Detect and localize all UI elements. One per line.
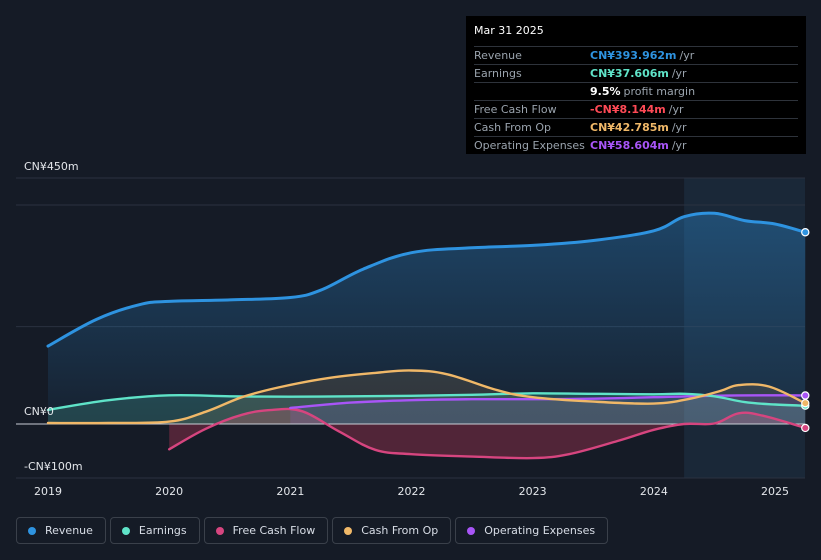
tooltip-revenue-value: CN¥393.962m bbox=[590, 49, 677, 62]
x-tick-label: 2019 bbox=[34, 485, 62, 498]
tooltip-cfo-value: CN¥42.785m bbox=[590, 121, 669, 134]
y-tick-label: -CN¥100m bbox=[24, 460, 83, 473]
legend-operating-expenses[interactable]: Operating Expenses bbox=[455, 517, 609, 544]
revenue-dot-icon bbox=[28, 526, 36, 535]
tooltip-margin-value: 9.5% bbox=[590, 85, 621, 98]
tooltip-opex-value: CN¥58.604m bbox=[590, 139, 669, 152]
operating-expenses-endpoint bbox=[801, 391, 810, 400]
cash-from-op-line bbox=[46, 369, 807, 425]
revenue-line bbox=[46, 211, 807, 348]
legend-revenue[interactable]: Revenue bbox=[16, 517, 106, 544]
x-tick-label: 2023 bbox=[519, 485, 547, 498]
operating-expenses-dot-icon bbox=[467, 526, 476, 535]
legend-free-cash-flow[interactable]: Free Cash Flow bbox=[203, 517, 329, 544]
tooltip-row-cash-from-op: Cash From Op CN¥42.785m /yr bbox=[474, 119, 798, 137]
cash-from-op-area bbox=[48, 370, 806, 424]
legend: Revenue Earnings Free Cash Flow Cash Fro… bbox=[16, 517, 609, 546]
tooltip-row-earnings: Earnings CN¥37.606m /yr bbox=[474, 65, 798, 83]
x-tick-label: 2025 bbox=[761, 485, 789, 498]
earnings-dot-icon bbox=[121, 526, 130, 535]
tooltip-earnings-value: CN¥37.606m bbox=[590, 67, 669, 80]
tooltip-row-profit-margin: 9.5% profit margin bbox=[474, 83, 798, 101]
tooltip-row-revenue: Revenue CN¥393.962m /yr bbox=[474, 47, 798, 65]
tooltip-panel: Mar 31 2025 Revenue CN¥393.962m /yr Earn… bbox=[466, 16, 806, 154]
tooltip-row-operating-expenses: Operating Expenses CN¥58.604m /yr bbox=[474, 139, 687, 152]
x-tick-label: 2020 bbox=[155, 485, 183, 498]
free-cash-flow-dot-icon bbox=[215, 526, 224, 535]
free-cash-flow-endpoint bbox=[801, 423, 810, 433]
x-tick-label: 2024 bbox=[640, 485, 668, 498]
legend-cash-from-op[interactable]: Cash From Op bbox=[332, 517, 452, 544]
free-cash-flow-line bbox=[168, 407, 807, 460]
revenue-endpoint bbox=[801, 228, 810, 237]
x-tick-label: 2021 bbox=[276, 485, 304, 498]
free-cash-flow-area bbox=[169, 408, 806, 459]
earnings-line bbox=[46, 392, 807, 412]
tooltip-row-free-cash-flow: Free Cash Flow -CN¥8.144m /yr bbox=[474, 101, 798, 119]
y-tick-label: CN¥450m bbox=[24, 160, 79, 173]
tooltip-fcf-value: -CN¥8.144m bbox=[590, 103, 666, 116]
y-tick-label: CN¥0 bbox=[24, 405, 54, 418]
cash-from-op-endpoint bbox=[801, 398, 810, 408]
cash-from-op-dot-icon bbox=[344, 526, 353, 535]
legend-earnings[interactable]: Earnings bbox=[109, 517, 200, 544]
tooltip-date: Mar 31 2025 bbox=[474, 24, 798, 47]
revenue-area bbox=[48, 213, 806, 424]
x-tick-label: 2022 bbox=[398, 485, 426, 498]
